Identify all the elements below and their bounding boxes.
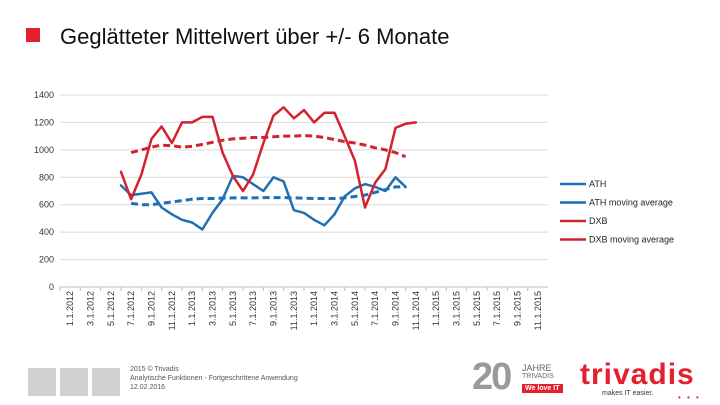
- legend-label: ATH moving average: [589, 198, 673, 208]
- x-tick-label: 1.1.2013: [187, 291, 197, 326]
- footer-date: 12.02.2016: [130, 384, 166, 391]
- slide-title: Geglätteter Mittelwert über +/- 6 Monate: [60, 24, 450, 49]
- series-line-ath: [119, 174, 407, 231]
- x-tick-label: 7.1.2015: [492, 291, 502, 326]
- footer-square-2: [60, 368, 88, 396]
- anniversary-badge: 20 JAHRE TRIVADIS We love IT: [472, 356, 572, 400]
- x-tick-label: 5.1.2014: [350, 291, 360, 326]
- x-tick-label: 11.1.2012: [167, 291, 177, 330]
- legend-label: DXB: [589, 216, 608, 226]
- y-tick-label: 1000: [34, 145, 54, 155]
- x-tick-label: 1.1.2014: [309, 291, 319, 326]
- x-tick-label: 11.1.2013: [289, 291, 299, 330]
- trivadis-logo: trivadis makes IT easier. • • •: [578, 358, 708, 404]
- x-tick-label: 5.1.2015: [472, 291, 482, 326]
- x-tick-label: 5.1.2012: [106, 291, 116, 326]
- y-tick-label: 1200: [34, 117, 54, 127]
- x-tick-label: 7.1.2014: [370, 291, 380, 326]
- x-tick-label: 11.1.2015: [533, 291, 543, 330]
- logo-wordmark: trivadis: [580, 358, 695, 391]
- badge-number: 20: [472, 356, 512, 398]
- footer-square-1: [28, 368, 56, 396]
- x-tick-label: 1.1.2012: [65, 291, 75, 326]
- legend-label: DXB moving average: [589, 235, 674, 245]
- series-line-dxb-moving-average: [130, 134, 407, 159]
- x-tick-label: 3.1.2014: [330, 291, 340, 326]
- badge-tagline: We love IT: [522, 384, 563, 393]
- x-tick-label: 9.1.2013: [269, 291, 279, 326]
- x-tick-label: 5.1.2013: [228, 291, 238, 326]
- footer-presentation-title: Analytische Funktionen - Fortgeschritten…: [130, 375, 298, 382]
- x-tick-label: 3.1.2012: [86, 291, 96, 326]
- badge-word-jahre: JAHRE: [522, 363, 552, 373]
- x-tick-label: 9.1.2014: [391, 291, 401, 326]
- x-tick-label: 3.1.2013: [208, 291, 218, 326]
- logo-dots: • • •: [678, 393, 701, 402]
- y-tick-label: 1400: [34, 90, 54, 100]
- logo-tagline: makes IT easier.: [602, 390, 654, 397]
- legend-label: ATH: [589, 179, 606, 189]
- y-tick-label: 0: [49, 282, 54, 292]
- footer-square-3: [92, 368, 120, 396]
- y-tick-label: 400: [39, 227, 54, 237]
- x-tick-label: 1.1.2015: [431, 291, 441, 326]
- x-tick-label: 3.1.2015: [452, 291, 462, 326]
- series-line-dxb: [119, 106, 418, 209]
- series-line-ath-moving-average: [130, 185, 406, 207]
- x-tick-label: 7.1.2012: [126, 291, 136, 326]
- y-tick-label: 800: [39, 172, 54, 182]
- footer-copyright: 2015 © Trivadis: [130, 366, 179, 373]
- y-tick-label: 200: [39, 255, 54, 265]
- title-accent-square: [26, 28, 40, 42]
- x-tick-label: 7.1.2013: [248, 291, 258, 326]
- x-tick-label: 11.1.2014: [411, 291, 421, 330]
- x-tick-label: 9.1.2012: [147, 291, 157, 326]
- x-tick-label: 9.1.2015: [513, 291, 523, 326]
- y-tick-label: 600: [39, 200, 54, 210]
- badge-word-trivadis: TRIVADIS: [522, 373, 554, 380]
